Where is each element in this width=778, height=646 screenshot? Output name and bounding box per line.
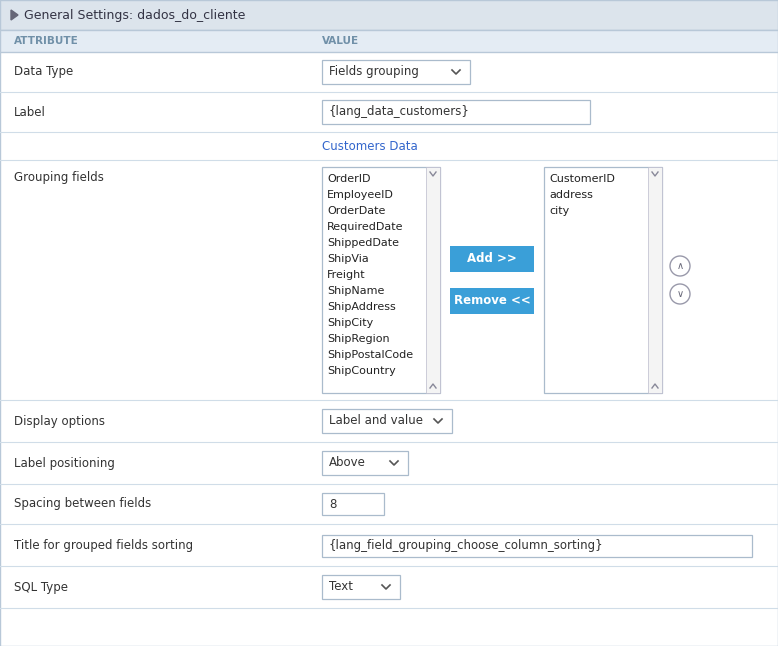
FancyBboxPatch shape — [322, 535, 752, 557]
Text: address: address — [549, 190, 593, 200]
Text: ShipCountry: ShipCountry — [327, 366, 396, 376]
FancyBboxPatch shape — [0, 30, 778, 52]
Text: Title for grouped fields sorting: Title for grouped fields sorting — [14, 539, 193, 552]
Text: ATTRIBUTE: ATTRIBUTE — [14, 36, 79, 46]
Text: EmployeeID: EmployeeID — [327, 190, 394, 200]
Text: VALUE: VALUE — [322, 36, 359, 46]
Text: Label and value: Label and value — [329, 415, 423, 428]
Text: 8: 8 — [329, 497, 336, 510]
FancyBboxPatch shape — [322, 409, 452, 433]
Text: ShipPostalCode: ShipPostalCode — [327, 350, 413, 360]
Text: Above: Above — [329, 457, 366, 470]
Text: ShippedDate: ShippedDate — [327, 238, 399, 248]
Text: ∧: ∧ — [676, 261, 684, 271]
FancyBboxPatch shape — [322, 451, 408, 475]
Text: Label: Label — [14, 105, 46, 118]
FancyBboxPatch shape — [450, 246, 534, 272]
Text: CustomerID: CustomerID — [549, 174, 615, 184]
Text: Spacing between fields: Spacing between fields — [14, 497, 151, 510]
Text: Text: Text — [329, 581, 353, 594]
Text: Fields grouping: Fields grouping — [329, 65, 419, 79]
FancyBboxPatch shape — [0, 0, 778, 30]
FancyBboxPatch shape — [322, 100, 590, 124]
Text: Label positioning: Label positioning — [14, 457, 115, 470]
Polygon shape — [11, 10, 18, 20]
Text: Freight: Freight — [327, 270, 366, 280]
FancyBboxPatch shape — [322, 575, 400, 599]
Text: ∨: ∨ — [676, 289, 684, 299]
Text: ShipAddress: ShipAddress — [327, 302, 396, 312]
Text: OrderDate: OrderDate — [327, 206, 385, 216]
FancyBboxPatch shape — [450, 288, 534, 314]
Text: SQL Type: SQL Type — [14, 581, 68, 594]
Text: {lang_field_grouping_choose_column_sorting}: {lang_field_grouping_choose_column_sorti… — [329, 539, 604, 552]
Text: Display options: Display options — [14, 415, 105, 428]
Text: city: city — [549, 206, 569, 216]
FancyBboxPatch shape — [322, 493, 384, 515]
FancyBboxPatch shape — [648, 167, 662, 393]
FancyBboxPatch shape — [426, 167, 440, 393]
Text: General Settings: dados_do_cliente: General Settings: dados_do_cliente — [24, 8, 245, 21]
Text: Customers Data: Customers Data — [322, 140, 418, 152]
Text: Remove <<: Remove << — [454, 295, 531, 307]
Text: RequiredDate: RequiredDate — [327, 222, 404, 232]
Text: Add >>: Add >> — [467, 253, 517, 266]
Text: ShipVia: ShipVia — [327, 254, 369, 264]
FancyBboxPatch shape — [322, 60, 470, 84]
Text: OrderID: OrderID — [327, 174, 370, 184]
Text: Grouping fields: Grouping fields — [14, 171, 104, 185]
Text: {lang_data_customers}: {lang_data_customers} — [329, 105, 470, 118]
Text: Data Type: Data Type — [14, 65, 73, 79]
FancyBboxPatch shape — [322, 167, 440, 393]
Text: ShipRegion: ShipRegion — [327, 334, 390, 344]
FancyBboxPatch shape — [544, 167, 662, 393]
Text: ShipName: ShipName — [327, 286, 384, 296]
Text: ShipCity: ShipCity — [327, 318, 373, 328]
